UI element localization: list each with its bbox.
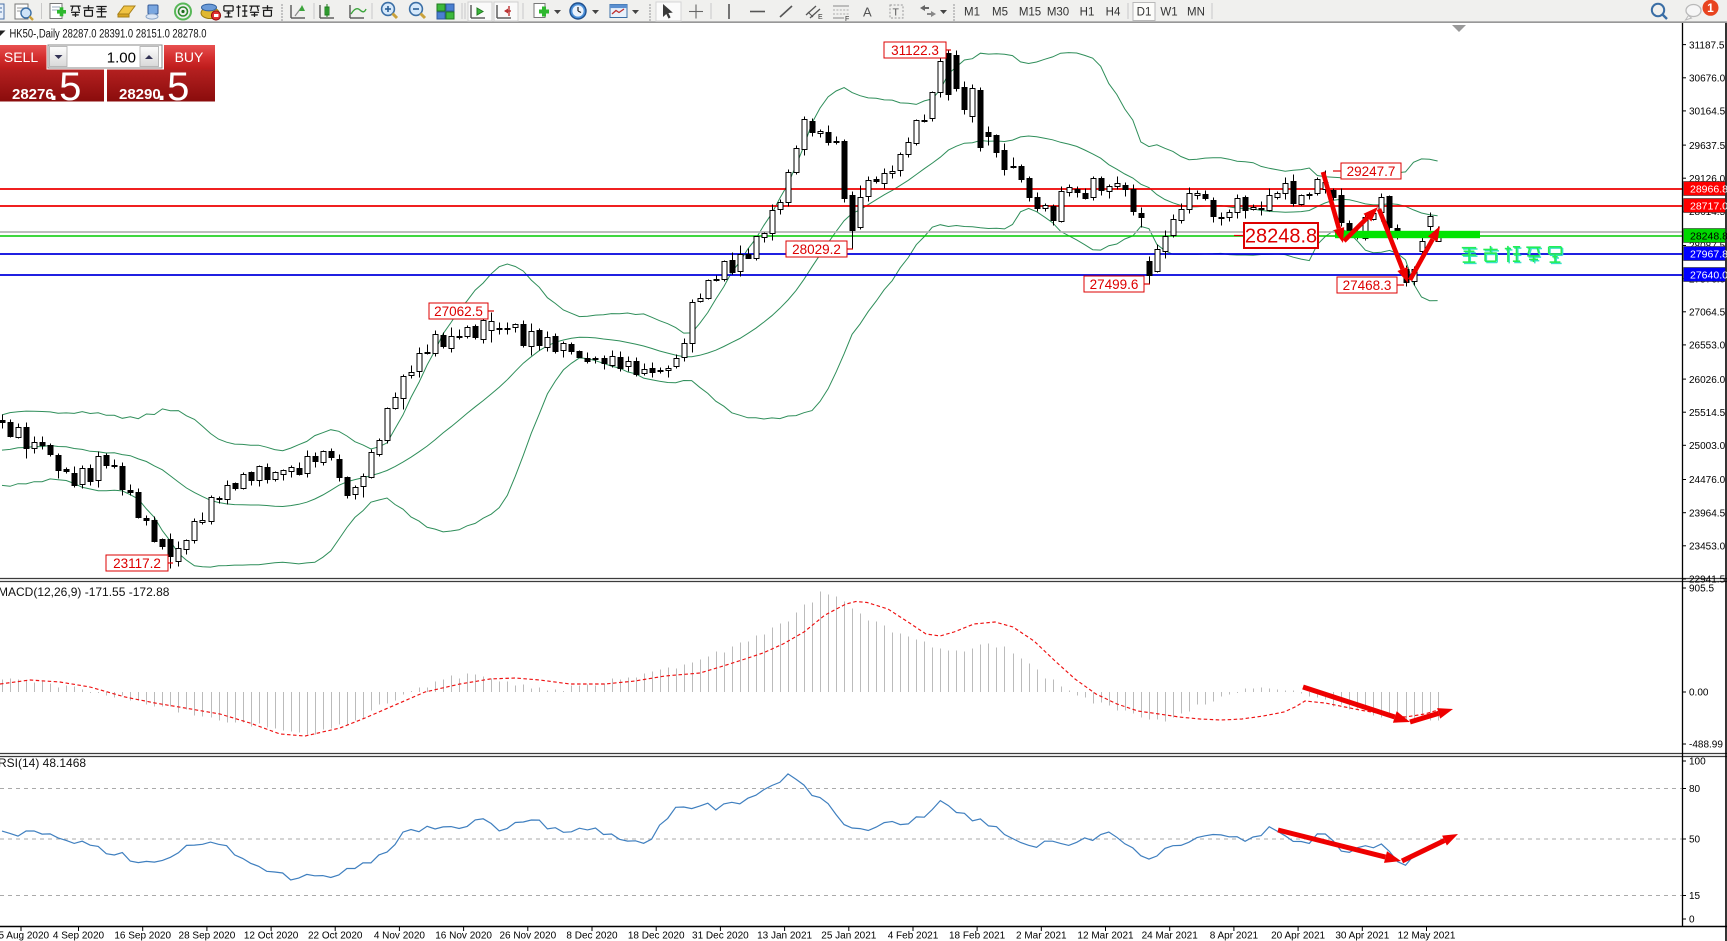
svg-text:SELL: SELL bbox=[4, 49, 38, 65]
svg-text:-488.99: -488.99 bbox=[1689, 740, 1723, 751]
svg-text:0: 0 bbox=[1689, 915, 1695, 926]
svg-text:29247.7: 29247.7 bbox=[1347, 164, 1396, 179]
svg-text:4 Nov 2020: 4 Nov 2020 bbox=[374, 931, 426, 941]
svg-text:27062.5: 27062.5 bbox=[434, 304, 483, 319]
svg-text:M5: M5 bbox=[992, 7, 1008, 19]
svg-text:12 May 2021: 12 May 2021 bbox=[1398, 931, 1456, 941]
svg-text:29637.5: 29637.5 bbox=[1689, 141, 1726, 152]
svg-text:4 Sep 2020: 4 Sep 2020 bbox=[53, 931, 105, 941]
svg-text:12 Mar 2021: 12 Mar 2021 bbox=[1077, 931, 1134, 941]
svg-text:M1: M1 bbox=[964, 7, 980, 19]
svg-text:T: T bbox=[893, 7, 900, 19]
svg-text:30676.0: 30676.0 bbox=[1689, 74, 1726, 85]
svg-text:23964.5: 23964.5 bbox=[1689, 508, 1726, 519]
svg-text:23453.0: 23453.0 bbox=[1689, 542, 1726, 553]
svg-text:E: E bbox=[818, 14, 823, 21]
svg-text:28276: 28276 bbox=[12, 86, 54, 103]
svg-text:30 Apr 2021: 30 Apr 2021 bbox=[1335, 931, 1389, 941]
svg-text:31122.3: 31122.3 bbox=[891, 43, 939, 58]
svg-text:80: 80 bbox=[1689, 784, 1701, 795]
svg-text:28290: 28290 bbox=[119, 86, 161, 103]
svg-text:31 Dec 2020: 31 Dec 2020 bbox=[692, 931, 749, 941]
svg-text:1.00: 1.00 bbox=[107, 50, 136, 67]
svg-text:29126.0: 29126.0 bbox=[1689, 174, 1726, 185]
svg-text:25514.5: 25514.5 bbox=[1689, 408, 1726, 419]
svg-text:905.5: 905.5 bbox=[1689, 584, 1714, 595]
svg-text:26553.0: 26553.0 bbox=[1689, 341, 1726, 352]
svg-text:31187.5: 31187.5 bbox=[1689, 40, 1725, 51]
svg-text:MACD(12,26,9) -171.55 -172.88: MACD(12,26,9) -171.55 -172.88 bbox=[0, 585, 170, 599]
svg-text:A: A bbox=[863, 5, 872, 20]
svg-text:28248.8: 28248.8 bbox=[1690, 231, 1727, 243]
svg-text:26026.0: 26026.0 bbox=[1689, 375, 1726, 386]
svg-text:1: 1 bbox=[1707, 1, 1714, 15]
svg-text:M15: M15 bbox=[1019, 7, 1041, 19]
svg-text:8 Dec 2020: 8 Dec 2020 bbox=[566, 931, 618, 941]
svg-text:18 Dec 2020: 18 Dec 2020 bbox=[628, 931, 685, 941]
svg-text:24 Mar 2021: 24 Mar 2021 bbox=[1142, 931, 1199, 941]
svg-text:27468.3: 27468.3 bbox=[1343, 278, 1392, 293]
svg-text:28966.8: 28966.8 bbox=[1690, 184, 1727, 196]
svg-text:18 Feb 2021: 18 Feb 2021 bbox=[949, 931, 1006, 941]
svg-text:0.00: 0.00 bbox=[1689, 688, 1709, 699]
svg-text:12 Oct 2020: 12 Oct 2020 bbox=[244, 931, 299, 941]
svg-text:M30: M30 bbox=[1047, 7, 1069, 19]
svg-text:23117.2: 23117.2 bbox=[113, 556, 161, 571]
svg-text:27064.5: 27064.5 bbox=[1689, 308, 1726, 319]
svg-text:27967.8: 27967.8 bbox=[1690, 249, 1727, 261]
svg-text:28 Sep 2020: 28 Sep 2020 bbox=[179, 931, 236, 941]
svg-text:16 Nov 2020: 16 Nov 2020 bbox=[435, 931, 492, 941]
svg-text:24476.0: 24476.0 bbox=[1689, 475, 1726, 486]
svg-text:28029.2: 28029.2 bbox=[792, 242, 841, 257]
svg-text:28248.8: 28248.8 bbox=[1245, 226, 1317, 248]
svg-text:22941.5: 22941.5 bbox=[1689, 575, 1726, 586]
svg-text:25003.0: 25003.0 bbox=[1689, 441, 1726, 452]
svg-text:28717.0: 28717.0 bbox=[1690, 201, 1727, 213]
svg-text:27499.6: 27499.6 bbox=[1090, 277, 1139, 292]
svg-text:100: 100 bbox=[1689, 757, 1706, 768]
svg-text:13 Jan 2021: 13 Jan 2021 bbox=[757, 931, 812, 941]
svg-text:15: 15 bbox=[1689, 891, 1701, 902]
svg-text:.5: .5 bbox=[156, 65, 189, 109]
svg-text:.5: .5 bbox=[48, 65, 81, 109]
svg-text:50: 50 bbox=[1689, 835, 1701, 846]
svg-text:2 Mar 2021: 2 Mar 2021 bbox=[1016, 931, 1067, 941]
svg-text:W1: W1 bbox=[1160, 7, 1177, 19]
svg-text:16 Sep 2020: 16 Sep 2020 bbox=[114, 931, 171, 941]
svg-text:HK50-,Daily 28287.0 28391.0 2: HK50-,Daily 28287.0 28391.0 28151.0 2827… bbox=[10, 29, 207, 41]
svg-text:4 Feb 2021: 4 Feb 2021 bbox=[888, 931, 939, 941]
svg-text:8 Apr 2021: 8 Apr 2021 bbox=[1210, 931, 1259, 941]
svg-text:H1: H1 bbox=[1080, 7, 1095, 19]
svg-text:20 Apr 2021: 20 Apr 2021 bbox=[1271, 931, 1325, 941]
svg-text:22 Oct 2020: 22 Oct 2020 bbox=[308, 931, 363, 941]
svg-text:H4: H4 bbox=[1106, 7, 1121, 19]
svg-text:30164.5: 30164.5 bbox=[1689, 107, 1726, 118]
svg-text:27640.0: 27640.0 bbox=[1690, 270, 1727, 282]
svg-text:F: F bbox=[845, 16, 849, 23]
svg-text:RSI(14) 48.1468: RSI(14) 48.1468 bbox=[0, 756, 86, 770]
svg-text:D1: D1 bbox=[1137, 7, 1152, 19]
svg-text:25 Jan 2021: 25 Jan 2021 bbox=[821, 931, 876, 941]
svg-text:BUY: BUY bbox=[175, 49, 204, 65]
svg-text:26 Nov 2020: 26 Nov 2020 bbox=[499, 931, 556, 941]
svg-text:MN: MN bbox=[1187, 7, 1205, 19]
svg-text:25 Aug 2020: 25 Aug 2020 bbox=[0, 931, 50, 941]
